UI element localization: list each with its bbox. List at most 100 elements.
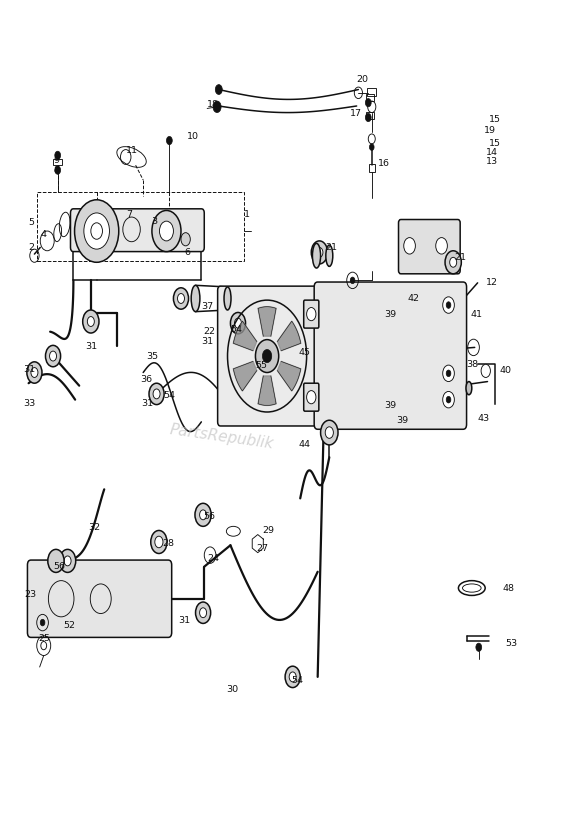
Text: 27: 27 [257, 544, 269, 553]
Text: 16: 16 [378, 159, 389, 168]
Circle shape [87, 316, 94, 326]
Text: 45: 45 [298, 349, 311, 358]
Circle shape [215, 85, 222, 95]
Text: 21: 21 [325, 243, 337, 252]
Text: 30: 30 [226, 685, 238, 694]
Circle shape [316, 247, 323, 257]
Circle shape [311, 241, 328, 264]
Text: 39: 39 [385, 401, 396, 410]
FancyBboxPatch shape [27, 560, 171, 638]
Circle shape [48, 550, 64, 573]
Circle shape [155, 536, 163, 548]
Circle shape [83, 310, 99, 333]
Text: 31: 31 [142, 400, 153, 408]
Text: 44: 44 [298, 440, 311, 449]
Text: 10: 10 [187, 132, 199, 141]
Text: 14: 14 [486, 148, 498, 157]
Circle shape [59, 550, 76, 573]
Polygon shape [278, 362, 301, 391]
Circle shape [476, 644, 482, 652]
FancyBboxPatch shape [71, 208, 204, 251]
Circle shape [481, 364, 490, 377]
Circle shape [173, 288, 188, 309]
Text: 56: 56 [53, 562, 65, 571]
Polygon shape [278, 321, 301, 351]
Text: 19: 19 [483, 126, 496, 135]
Text: PartsRepublik: PartsRepublik [168, 422, 275, 452]
Text: 8: 8 [53, 166, 59, 176]
Ellipse shape [224, 287, 231, 310]
Circle shape [64, 556, 71, 566]
Text: 56: 56 [203, 512, 215, 521]
Circle shape [325, 427, 333, 438]
Circle shape [446, 302, 451, 308]
Circle shape [153, 389, 160, 399]
Circle shape [255, 339, 279, 372]
Circle shape [321, 420, 338, 445]
Text: 55: 55 [255, 362, 268, 371]
Circle shape [404, 237, 415, 254]
Circle shape [289, 672, 296, 681]
Circle shape [84, 213, 110, 249]
Text: 31: 31 [23, 365, 35, 374]
Circle shape [167, 137, 172, 145]
Text: 6: 6 [184, 248, 190, 257]
Circle shape [285, 666, 300, 687]
Circle shape [436, 237, 447, 254]
Circle shape [177, 293, 184, 303]
Text: 39: 39 [385, 311, 396, 320]
Circle shape [230, 312, 245, 334]
Circle shape [40, 620, 45, 626]
Text: 11: 11 [126, 146, 138, 155]
Circle shape [152, 210, 181, 251]
Circle shape [442, 391, 454, 408]
Text: 29: 29 [262, 526, 275, 535]
Text: 36: 36 [141, 375, 152, 384]
Circle shape [445, 250, 461, 274]
Circle shape [446, 370, 451, 377]
Text: 15: 15 [489, 115, 501, 124]
Text: 35: 35 [146, 352, 158, 361]
Circle shape [366, 99, 371, 107]
Polygon shape [233, 321, 257, 351]
Text: 54: 54 [164, 391, 175, 400]
Circle shape [50, 351, 57, 361]
Text: 38: 38 [466, 360, 478, 369]
Text: 5: 5 [29, 218, 34, 227]
Text: 17: 17 [350, 109, 361, 118]
Text: 1: 1 [244, 210, 250, 219]
Polygon shape [233, 362, 257, 391]
Text: 54: 54 [230, 325, 243, 335]
Polygon shape [258, 376, 276, 405]
Text: 48: 48 [502, 584, 514, 593]
Bar [366, 112, 374, 119]
Bar [366, 94, 374, 101]
Text: 22: 22 [203, 327, 215, 336]
Text: 31: 31 [178, 616, 190, 625]
FancyBboxPatch shape [304, 383, 319, 411]
Circle shape [160, 221, 173, 241]
Text: 37: 37 [201, 302, 213, 311]
Text: 13: 13 [486, 157, 498, 166]
Text: 32: 32 [88, 522, 100, 531]
Circle shape [234, 318, 241, 328]
Text: 2: 2 [29, 243, 34, 252]
Circle shape [151, 531, 167, 554]
Circle shape [55, 152, 61, 160]
Text: 4: 4 [40, 230, 46, 239]
Circle shape [262, 349, 272, 363]
Text: 40: 40 [500, 367, 512, 376]
FancyBboxPatch shape [217, 286, 317, 426]
Circle shape [55, 166, 61, 174]
Text: 41: 41 [470, 311, 483, 320]
Circle shape [307, 307, 316, 321]
Ellipse shape [312, 243, 321, 268]
Text: 18: 18 [207, 100, 219, 109]
Circle shape [75, 199, 119, 262]
Ellipse shape [326, 245, 333, 266]
Bar [367, 88, 377, 96]
Text: 53: 53 [505, 639, 518, 648]
Circle shape [181, 232, 190, 246]
Polygon shape [258, 307, 276, 336]
Circle shape [199, 510, 206, 520]
